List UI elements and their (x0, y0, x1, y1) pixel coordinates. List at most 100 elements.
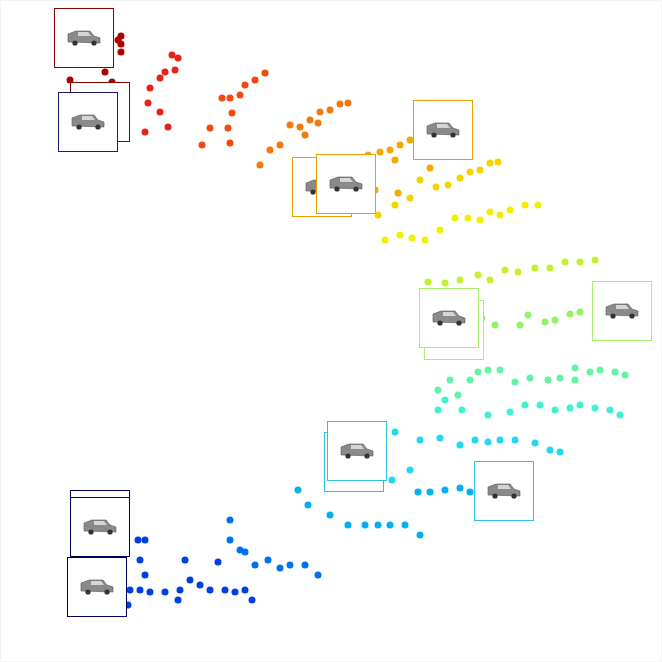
point (425, 279, 432, 286)
point (157, 109, 164, 116)
van-icon (330, 177, 362, 192)
point (345, 522, 352, 529)
van-wheel (610, 313, 615, 318)
point (497, 437, 504, 444)
series (125, 537, 256, 609)
thumbnail (414, 101, 473, 160)
thumbnail (317, 155, 376, 214)
point (577, 402, 584, 409)
thumbnail (475, 462, 534, 521)
point (447, 377, 454, 384)
thumbnail-frame (420, 289, 479, 348)
van-icon (433, 311, 465, 326)
point (295, 487, 302, 494)
point (455, 392, 462, 399)
plot-frame (1, 1, 662, 662)
point (118, 49, 125, 56)
point (409, 235, 416, 242)
van-window (82, 116, 95, 120)
van-wheel (95, 124, 100, 129)
point (407, 467, 414, 474)
series (295, 485, 474, 539)
point (242, 587, 249, 594)
point (485, 412, 492, 419)
point (225, 125, 232, 132)
point (497, 367, 504, 374)
point (433, 184, 440, 191)
van-wheel (431, 132, 436, 137)
point (135, 537, 142, 544)
point (237, 92, 244, 99)
point (182, 557, 189, 564)
point (427, 489, 434, 496)
point (227, 517, 234, 524)
thumbnail-frame (328, 422, 387, 481)
point (265, 557, 272, 564)
point (262, 70, 269, 77)
point (377, 149, 384, 156)
point (485, 367, 492, 374)
point (147, 589, 154, 596)
point (522, 402, 529, 409)
point (315, 120, 322, 127)
van-window (340, 178, 353, 182)
point (522, 202, 529, 209)
van-window (91, 581, 104, 585)
point (147, 85, 154, 92)
point (532, 440, 539, 447)
thumbnail-frame (414, 101, 473, 160)
point (102, 69, 109, 76)
point (607, 407, 614, 414)
van-icon (68, 31, 100, 46)
point (222, 587, 229, 594)
point (487, 209, 494, 216)
point (492, 322, 499, 329)
point (532, 265, 539, 272)
thumbnail-frame (55, 9, 114, 68)
point (267, 147, 274, 154)
series (435, 397, 624, 419)
point (517, 322, 524, 329)
series (227, 517, 322, 579)
point (495, 159, 502, 166)
point (199, 142, 206, 149)
van-window (351, 445, 364, 449)
point (407, 195, 414, 202)
thumbnail-frame (593, 282, 652, 341)
point (392, 429, 399, 436)
point (437, 435, 444, 442)
van-wheel (85, 589, 90, 594)
van-icon (427, 123, 459, 138)
point (302, 132, 309, 139)
point (387, 147, 394, 154)
point (577, 259, 584, 266)
point (232, 589, 239, 596)
point (402, 522, 409, 529)
series (199, 70, 269, 149)
point (242, 82, 249, 89)
point (417, 532, 424, 539)
point (257, 162, 264, 169)
point (197, 582, 204, 589)
point (442, 487, 449, 494)
van-wheel (353, 186, 358, 191)
van-wheel (450, 132, 455, 137)
point (227, 140, 234, 147)
point (587, 369, 594, 376)
point (497, 212, 504, 219)
point (507, 409, 514, 416)
point (115, 37, 122, 44)
point (552, 317, 559, 324)
point (475, 369, 482, 376)
point (227, 537, 234, 544)
van-wheel (345, 453, 350, 458)
point (172, 67, 179, 74)
point (305, 502, 312, 509)
point (175, 55, 182, 62)
van-window (616, 305, 629, 309)
point (362, 522, 369, 529)
point (315, 572, 322, 579)
point (617, 412, 624, 419)
point (227, 95, 234, 102)
van-icon (488, 484, 520, 499)
